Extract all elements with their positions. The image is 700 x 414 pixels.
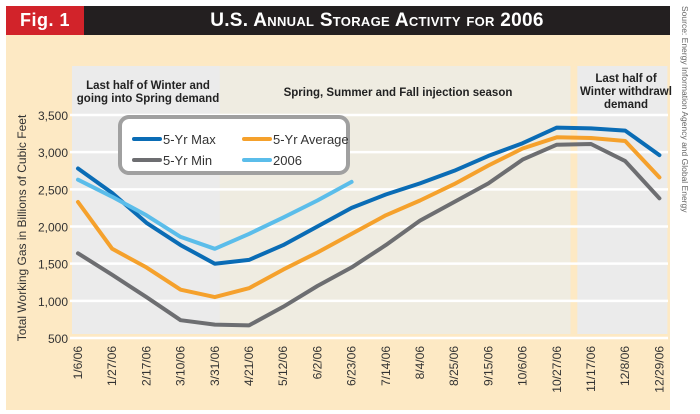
- region-label-line: Winter withdrawl: [580, 86, 672, 98]
- x-axis: 1/6/06 1/27/06 2/17/06 3/10/06 3/31/06 4/21/0…: [71, 346, 666, 393]
- region-label-line: Last half of: [595, 73, 657, 85]
- x-tick-label: 9/15/06: [481, 346, 495, 386]
- x-tick-label: 8/4/06: [413, 346, 427, 380]
- x-tick-label: 6/2/06: [310, 346, 324, 380]
- region-label: Spring, Summer and Fall injection season: [284, 87, 513, 99]
- legend-label: 2006: [273, 153, 302, 168]
- x-tick-label: 7/14/06: [379, 346, 393, 386]
- y-axis: 500 1,000 1,500 2,000 2,500 3,000 3,500: [38, 109, 68, 346]
- region-label-line: Last half of Winter and: [86, 80, 210, 92]
- y-tick-label: 3,500: [38, 109, 68, 123]
- series-lines: [76, 125, 662, 328]
- series-line-min: [76, 142, 662, 328]
- y-tick-label: 2,000: [38, 221, 68, 235]
- series-line-max: [76, 125, 662, 266]
- x-tick-label: 4/21/06: [242, 346, 256, 386]
- y-tick-label: 1,000: [38, 295, 68, 309]
- x-tick-label: 3/31/06: [208, 346, 222, 386]
- season-region: [219, 66, 571, 334]
- y-tick-label: 2,500: [38, 183, 68, 197]
- x-tick-label: 10/6/06: [516, 346, 530, 386]
- chart-title: U.S. Annual Storage Activity for 2006: [210, 10, 544, 31]
- region-label-line: demand: [604, 99, 648, 111]
- x-tick-label: 11/17/06: [584, 346, 598, 392]
- x-tick-label: 10/27/06: [550, 346, 564, 393]
- x-tick-label: 12/8/06: [618, 346, 632, 386]
- season-regions: [72, 66, 668, 334]
- y-tick-label: 500: [48, 332, 68, 346]
- y-tick-label: 3,000: [38, 146, 68, 160]
- figure-label: Fig. 1: [6, 6, 84, 35]
- legend: 5-Yr Max 5-Yr Average 5-Yr Min 2006: [118, 115, 350, 175]
- x-tick-label: 5/12/06: [276, 346, 290, 386]
- region-labels: Last half of Winter and going into Spring…: [77, 73, 672, 111]
- region-label: Last half of Winter withdrawl demand: [580, 73, 672, 111]
- x-tick-label: 3/10/06: [174, 346, 188, 386]
- region-label-line: Spring, Summer and Fall injection season: [284, 87, 513, 99]
- season-region: [577, 66, 668, 334]
- x-tick-label: 1/6/06: [71, 346, 85, 380]
- legend-label: 5-Yr Average: [273, 132, 349, 147]
- x-tick-label: 2/17/06: [139, 346, 153, 386]
- legend-label: 5-Yr Min: [163, 153, 212, 168]
- legend-box: [118, 115, 350, 175]
- region-label: Last half of Winter and going into Spring…: [77, 80, 219, 105]
- x-tick-label: 1/27/06: [105, 346, 119, 386]
- region-label-line: going into Spring demand: [77, 93, 219, 105]
- x-tick-label: 8/25/06: [447, 346, 461, 386]
- series-line-average: [76, 135, 662, 300]
- y-axis-title: Total Working Gas in Billions of Cubic F…: [15, 114, 29, 341]
- season-region: [72, 66, 220, 334]
- x-tick-label: 6/23/06: [345, 346, 359, 386]
- title-bar: Fig. 1 U.S. Annual Storage Activity for …: [6, 6, 670, 35]
- y-tick-label: 1,500: [38, 258, 68, 272]
- x-tick-label: 12/29/06: [652, 346, 666, 393]
- legend-label: 5-Yr Max: [163, 132, 216, 147]
